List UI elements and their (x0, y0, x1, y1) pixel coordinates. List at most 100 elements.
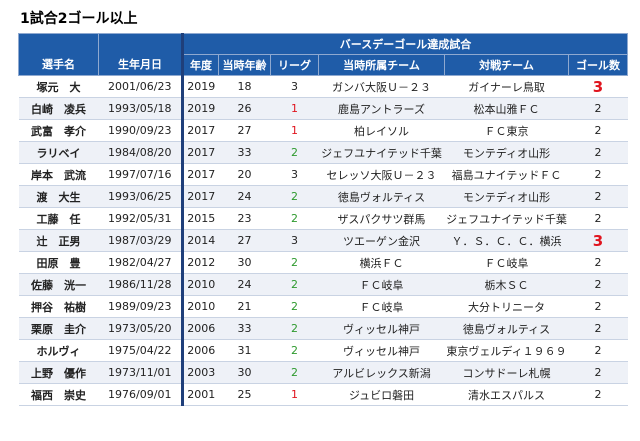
table-row: 岸本 武流 1997/07/16 2017 20 3 セレッソ大阪Ｕ－２３ 福島ユナイテッド… (18, 163, 628, 186)
table-cell: 1 (270, 119, 319, 142)
table-cell: 田原 豊 (18, 251, 99, 274)
table-cell: 1976/09/01 (98, 383, 184, 406)
table-cell: ＦＣ岐阜 (318, 295, 445, 318)
table-cell: 2 (270, 273, 319, 296)
table-cell: ヴィッセル神戸 (318, 339, 445, 362)
table-cell: 2006 (182, 339, 219, 362)
table-row: 福西 崇史 1976/09/01 2001 25 1 ジュビロ磐田 清水エスパルス 2 (18, 383, 628, 406)
table-row: 白崎 凌兵 1993/05/18 2019 26 1 鹿島アントラーズ 松本山雅ＦＣ 2 (18, 97, 628, 120)
table-cell: 3 (568, 229, 628, 252)
table-cell: ＦＣ東京 (444, 119, 569, 142)
title: 1試合2ゴール以上 (20, 11, 138, 27)
table-cell: 1990/09/23 (98, 119, 184, 142)
table-cell: 福西 崇史 (18, 383, 99, 406)
column-header: 生年月日 (98, 33, 184, 76)
table-cell: 25 (218, 383, 271, 406)
table-cell: 2 (568, 317, 628, 340)
table-cell: 2 (270, 317, 319, 340)
table-cell: 1992/05/31 (98, 207, 184, 230)
table-cell: 上野 優作 (18, 361, 99, 384)
table-cell: モンテディオ山形 (444, 141, 569, 164)
table-cell: 2010 (182, 273, 219, 296)
table-cell: 武富 孝介 (18, 119, 99, 142)
header-row: 年度 当時年齢 リーグ 当時所属チーム 対戦チーム ゴール数 (19, 54, 628, 76)
table-cell: 1989/09/23 (98, 295, 184, 318)
table-row: 渡 大生 1993/06/25 2017 24 2 徳島ヴォルティス モンテディオ山形 2 (18, 185, 628, 208)
table-cell: 30 (218, 251, 271, 274)
table-row: 田原 豊 1982/04/27 2012 30 2 横浜ＦＣ ＦＣ岐阜 2 (18, 251, 628, 274)
table-row: 塚元 大 2001/06/23 2019 18 3 ガンバ大阪Ｕ－２３ ガイナーレ鳥取 3 (18, 75, 628, 98)
table-cell: 清水エスパルス (444, 383, 569, 406)
table-row: 上野 優作 1973/11/01 2003 30 2 アルビレックス新潟 コンサドーレ札幌 2 (18, 361, 628, 384)
table-cell: 1993/05/18 (98, 97, 184, 120)
table-cell: 1984/08/20 (98, 141, 184, 164)
table-cell: 大分トリニータ (444, 295, 569, 318)
table-cell: 1975/04/22 (98, 339, 184, 362)
table-cell: ＦＣ岐阜 (444, 251, 569, 274)
table-cell: 27 (218, 229, 271, 252)
table-cell: 2 (270, 339, 319, 362)
column-header: 年度 (182, 54, 219, 76)
table-cell: 白崎 凌兵 (18, 97, 99, 120)
table-cell: 1987/03/29 (98, 229, 184, 252)
table-cell: ザスパクサツ群馬 (318, 207, 445, 230)
table-cell: 23 (218, 207, 271, 230)
table-cell: ガンバ大阪Ｕ－２３ (318, 75, 445, 98)
table-cell: セレッソ大阪Ｕ－２３ (318, 163, 445, 186)
table-cell: Ｙ．Ｓ．Ｃ．Ｃ．横浜 (444, 229, 569, 252)
table-cell: ジェフユナイテッド千葉 (444, 207, 569, 230)
table-cell: 3 (270, 163, 319, 186)
table: 選手名 生年月日 バースデーゴール達成試合 年度 当時年齢 リーグ 当時所属チーム 対戦チーム… (18, 33, 628, 406)
table-cell: 2 (270, 185, 319, 208)
table-cell: 1986/11/28 (98, 273, 184, 296)
table-cell: 辻 正男 (18, 229, 99, 252)
table-cell: モンテディオ山形 (444, 185, 569, 208)
table-cell: 松本山雅ＦＣ (444, 97, 569, 120)
table-cell: ガイナーレ鳥取 (444, 75, 569, 98)
table-cell: 岸本 武流 (18, 163, 99, 186)
table-cell: 渡 大生 (18, 185, 99, 208)
table-cell: 18 (218, 75, 271, 98)
table-cell: 1 (270, 97, 319, 120)
table-cell: 栗原 圭介 (18, 317, 99, 340)
table-cell: 2 (568, 163, 628, 186)
table-cell: 1993/06/25 (98, 185, 184, 208)
table-cell: 1973/05/20 (98, 317, 184, 340)
table-cell: 押谷 祐樹 (18, 295, 99, 318)
column-header: 選手名 (18, 33, 99, 76)
table-cell: 柏レイソル (318, 119, 445, 142)
table-cell: アルビレックス新潟 (318, 361, 445, 384)
table-cell: ジェフユナイテッド千葉 (318, 141, 445, 164)
table-cell: 2 (270, 251, 319, 274)
table-cell: 24 (218, 185, 271, 208)
column-header: 当時所属チーム (318, 54, 445, 76)
table-cell: 2019 (182, 97, 219, 120)
table-cell: 24 (218, 273, 271, 296)
table-cell: 塚元 大 (18, 75, 99, 98)
table-cell: 1982/04/27 (98, 251, 184, 274)
table-cell: 2 (568, 207, 628, 230)
table-cell: 3 (568, 75, 628, 98)
table-cell: 1997/07/16 (98, 163, 184, 186)
table-cell: 2 (568, 295, 628, 318)
table-cell: 33 (218, 141, 271, 164)
table-cell: 工藤 任 (18, 207, 99, 230)
table-cell: 2012 (182, 251, 219, 274)
table-cell: 2 (270, 141, 319, 164)
header-row: 選手名 生年月日 バースデーゴール達成試合 (18, 33, 628, 76)
table-cell: 2015 (182, 207, 219, 230)
table-cell: 33 (218, 317, 271, 340)
column-header: リーグ (270, 54, 319, 76)
table-cell: 2 (568, 119, 628, 142)
table-row: 押谷 祐樹 1989/09/23 2010 21 2 ＦＣ岐阜 大分トリニータ 2 (18, 295, 628, 318)
table-cell: 30 (218, 361, 271, 384)
table-cell: 2010 (182, 295, 219, 318)
table-cell: 2 (568, 185, 628, 208)
table-cell: ジュビロ磐田 (318, 383, 445, 406)
table-cell: 2 (568, 97, 628, 120)
table-cell: ＦＣ岐阜 (318, 273, 445, 296)
table-cell: 2 (568, 251, 628, 274)
table-cell: ツエーゲン金沢 (318, 229, 445, 252)
table-row: 佐藤 洸一 1986/11/28 2010 24 2 ＦＣ岐阜 栃木ＳＣ 2 (18, 273, 628, 296)
